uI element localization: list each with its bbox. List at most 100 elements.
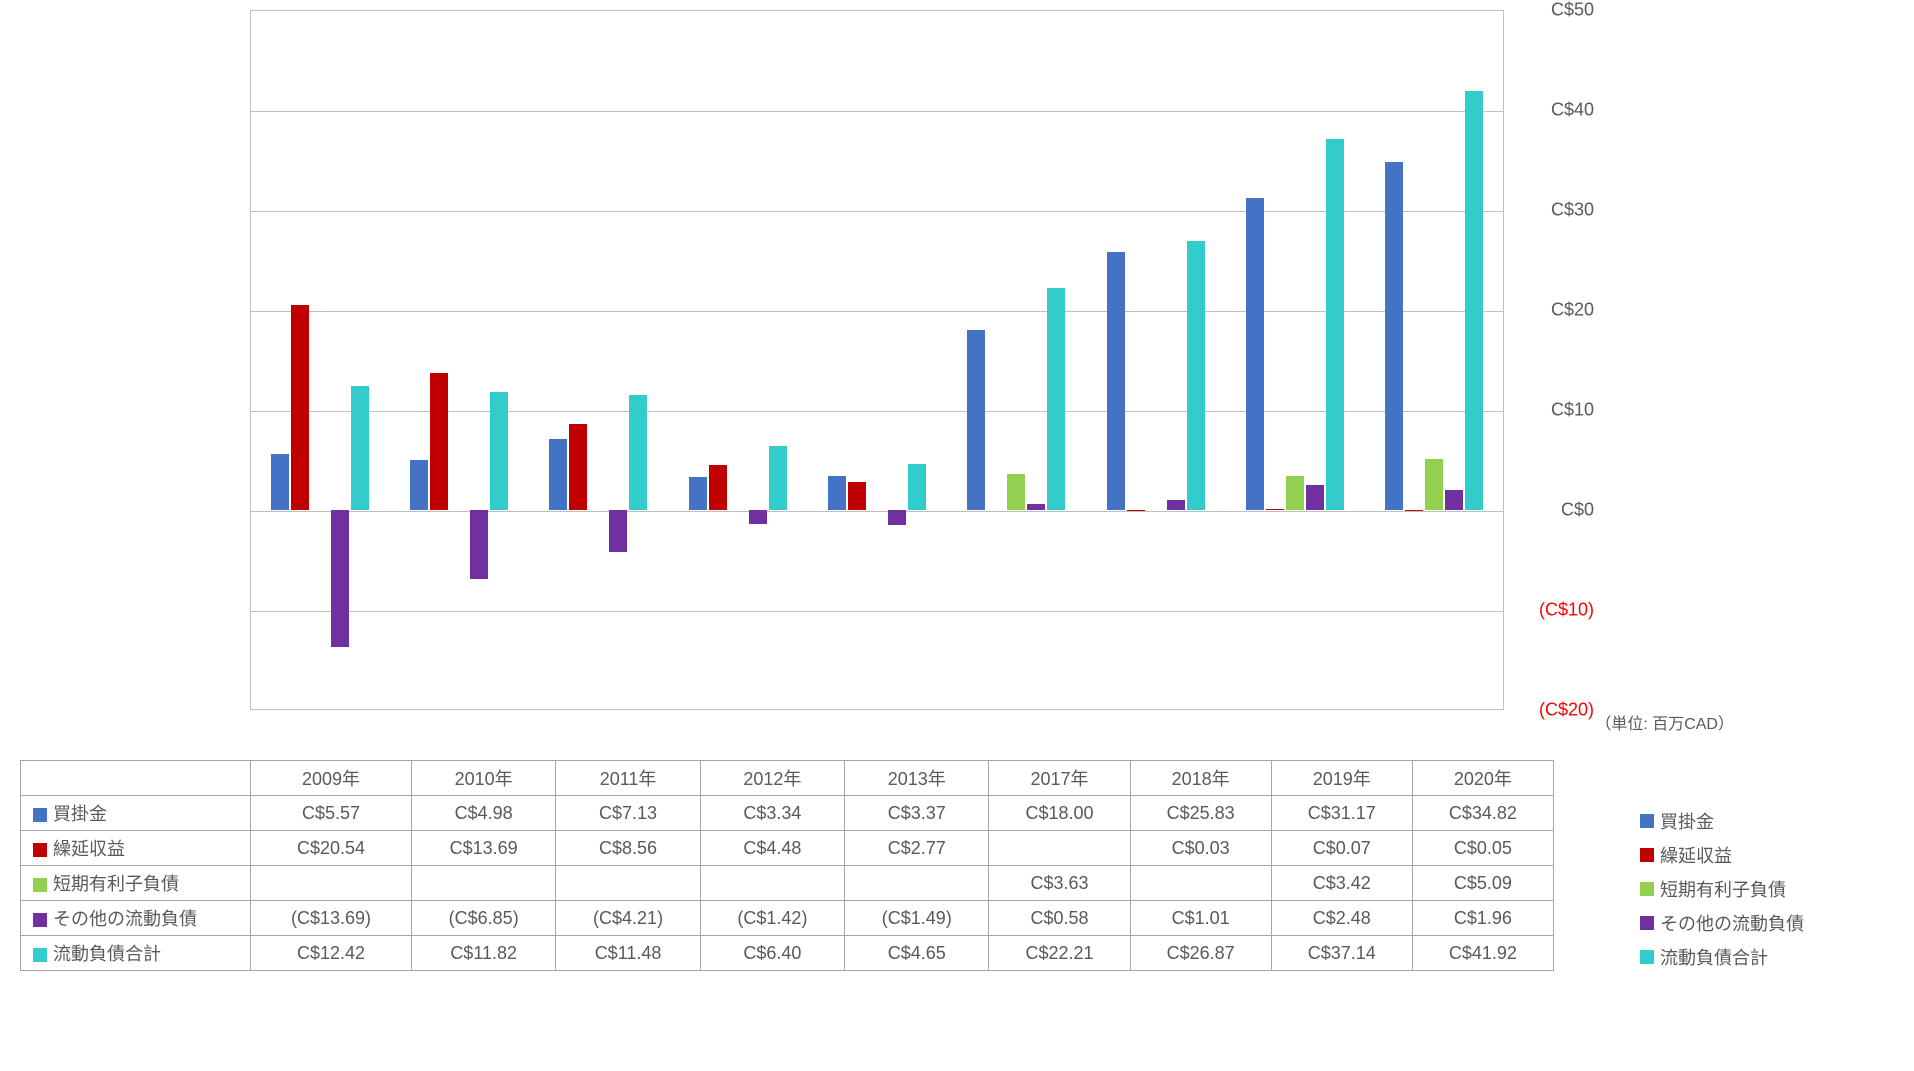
data-cell: C$5.09: [1412, 866, 1553, 901]
data-cell: C$31.17: [1271, 796, 1412, 831]
bar-sonota: [888, 510, 906, 525]
data-cell: (C$13.69): [251, 901, 412, 936]
bars-container: [250, 10, 1504, 710]
bar-kaikake: [1385, 162, 1403, 510]
data-cell: C$11.82: [411, 936, 555, 971]
bar-goukei: [1465, 91, 1483, 510]
chart-area: C$50C$40C$30C$20C$10C$0(C$10)(C$20): [20, 10, 1894, 760]
bar-goukei: [1326, 139, 1344, 510]
y-tick-label: C$0: [1561, 500, 1594, 521]
year-group: [529, 10, 668, 710]
data-cell: C$3.42: [1271, 866, 1412, 901]
bar-kurinobe: [291, 305, 309, 510]
year-group: [389, 10, 528, 710]
data-cell: C$4.65: [845, 936, 989, 971]
bar-kaikake: [549, 439, 567, 510]
row-label: その他の流動負債: [53, 909, 197, 929]
bar-kurinobe: [569, 424, 587, 510]
swatch-icon: [33, 913, 47, 927]
data-cell: C$22.21: [989, 936, 1130, 971]
bar-sonota: [1445, 490, 1463, 510]
legend-item-sonota: その他の流動負債: [1634, 906, 1884, 940]
data-cell: C$3.37: [845, 796, 989, 831]
row-label: 流動負債合計: [53, 944, 161, 964]
row-label: 買掛金: [53, 804, 107, 824]
data-cell: (C$6.85): [411, 901, 555, 936]
bar-goukei: [351, 386, 369, 510]
legend-item-goukei: 流動負債合計: [1634, 940, 1884, 974]
year-group: [947, 10, 1086, 710]
swatch-icon: [33, 948, 47, 962]
bar-kurinobe: [1266, 509, 1284, 510]
legend-right: 買掛金繰延収益短期有利子負債その他の流動負債流動負債合計: [1634, 770, 1884, 974]
bar-sonota: [470, 510, 488, 579]
y-tick-label: C$20: [1551, 300, 1594, 321]
y-tick-label: C$10: [1551, 400, 1594, 421]
swatch-icon: [1640, 950, 1654, 964]
data-cell: C$20.54: [251, 831, 412, 866]
legend-label: 買掛金: [1660, 808, 1714, 834]
data-cell: C$37.14: [1271, 936, 1412, 971]
table-header-row: 2009年2010年2011年2012年2013年2017年2018年2019年…: [21, 761, 1894, 796]
data-cell: C$0.58: [989, 901, 1130, 936]
bar-sonota: [331, 510, 349, 647]
bar-kurinobe: [1405, 510, 1423, 511]
bar-goukei: [1187, 241, 1205, 510]
data-cell: (C$1.49): [845, 901, 989, 936]
row-header-tanki: 短期有利子負債: [21, 866, 251, 901]
legend-label: その他の流動負債: [1660, 910, 1804, 936]
year-header-cell: 2017年: [989, 761, 1130, 796]
data-table: 2009年2010年2011年2012年2013年2017年2018年2019年…: [20, 760, 1894, 971]
row-header-kurinobe: 繰延収益: [21, 831, 251, 866]
bar-kaikake: [410, 460, 428, 510]
data-cell: [411, 866, 555, 901]
year-header-cell: 2011年: [556, 761, 700, 796]
legend-label: 繰延収益: [1660, 842, 1732, 868]
legend-label: 短期有利子負債: [1660, 876, 1786, 902]
bar-kurinobe: [430, 373, 448, 510]
data-cell: C$7.13: [556, 796, 700, 831]
data-cell: C$4.48: [700, 831, 844, 866]
bar-sonota: [749, 510, 767, 524]
year-header-cell: 2012年: [700, 761, 844, 796]
legend-item-tanki: 短期有利子負債: [1634, 872, 1884, 906]
y-tick-label: C$50: [1551, 0, 1594, 21]
bar-kaikake: [967, 330, 985, 510]
data-cell: (C$4.21): [556, 901, 700, 936]
bar-tanki: [1425, 459, 1443, 510]
data-cell: C$2.48: [1271, 901, 1412, 936]
swatch-icon: [33, 878, 47, 892]
bar-sonota: [1167, 500, 1185, 510]
bar-goukei: [908, 464, 926, 511]
data-cell: C$25.83: [1130, 796, 1271, 831]
data-cell: C$4.98: [411, 796, 555, 831]
data-cell: C$0.07: [1271, 831, 1412, 866]
data-cell: (C$1.42): [700, 901, 844, 936]
bar-sonota: [1306, 485, 1324, 510]
data-cell: [845, 866, 989, 901]
year-header-cell: 2019年: [1271, 761, 1412, 796]
bar-tanki: [1286, 476, 1304, 510]
year-header-cell: 2020年: [1412, 761, 1553, 796]
bar-kaikake: [1107, 252, 1125, 510]
bar-goukei: [1047, 288, 1065, 510]
year-group: [1365, 10, 1504, 710]
bar-goukei: [769, 446, 787, 510]
year-group: [1225, 10, 1364, 710]
year-group: [1086, 10, 1225, 710]
swatch-icon: [1640, 882, 1654, 896]
swatch-icon: [33, 843, 47, 857]
row-header-kaikake: 買掛金: [21, 796, 251, 831]
year-group: [250, 10, 389, 710]
bar-kurinobe: [709, 465, 727, 510]
data-cell: C$0.03: [1130, 831, 1271, 866]
data-cell: C$41.92: [1412, 936, 1553, 971]
swatch-icon: [33, 808, 47, 822]
data-cell: [700, 866, 844, 901]
row-label: 繰延収益: [53, 839, 125, 859]
data-cell: C$12.42: [251, 936, 412, 971]
data-cell: C$18.00: [989, 796, 1130, 831]
bar-goukei: [629, 395, 647, 510]
year-header-cell: 2013年: [845, 761, 989, 796]
table-row: 短期有利子負債C$3.63C$3.42C$5.09: [21, 866, 1894, 901]
